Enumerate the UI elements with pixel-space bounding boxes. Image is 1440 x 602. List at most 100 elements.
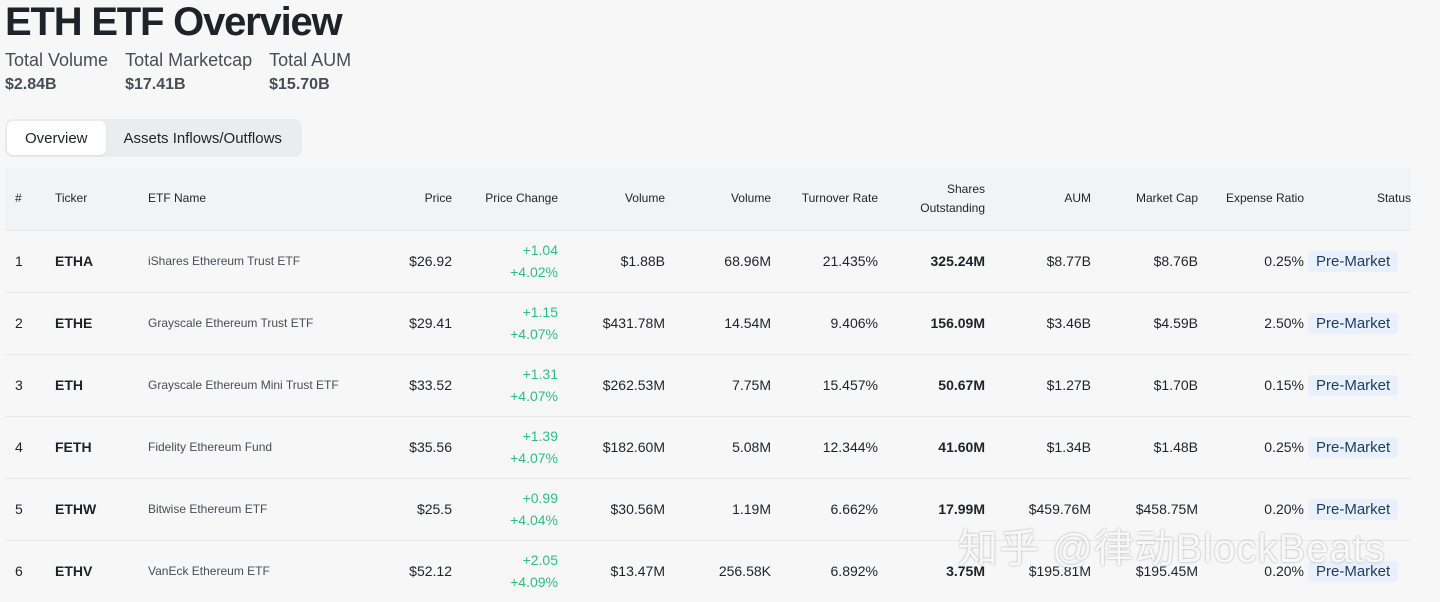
table-row[interactable]: 5 ETHW Bitwise Ethereum ETF $25.5 +0.99 … [5,478,1411,540]
col-header-volume-shares[interactable]: Volume [730,191,771,206]
cell-ticker[interactable]: ETHV [55,563,93,580]
cell-price-change: +1.31 +4.07% [452,354,558,416]
cell-shares-outstanding: 50.67M [938,377,985,393]
tab-overview[interactable]: Overview [7,121,106,155]
cell-shares-outstanding: 17.99M [938,501,985,517]
cell-volume-usd: $431.78M [602,315,665,331]
cell-price: $26.92 [409,253,452,269]
cell-price: $25.5 [416,501,452,517]
cell-price-change: +1.39 +4.07% [452,416,558,478]
col-header-turnover-rate[interactable]: Turnover Rate [801,191,878,206]
cell-turnover-rate: 6.662% [830,501,878,517]
col-header-shares-outstanding[interactable]: Shares Outstanding [878,168,985,230]
cell-status: Pre-Market [1304,230,1411,292]
stat-value: $17.41B [125,76,186,93]
cell-ticker[interactable]: ETHA [55,253,94,269]
cell-ticker[interactable]: ETHE [55,315,93,331]
cell-etf-name: Grayscale Ethereum Mini Trust ETF [148,377,339,392]
cell-shares-outstanding: 325.24M [930,253,985,269]
etf-table: # Ticker ETF Name Price Price Change Vol… [5,168,1411,602]
cell-price-change: +1.15 +4.07% [452,292,558,354]
cell-shares-outstanding: 156.09M [930,315,985,331]
cell-market-cap: $458.75M [1135,501,1198,517]
cell-price-change: +1.04 +4.02% [452,230,558,292]
change-pct: +4.07% [510,326,558,342]
cell-price-change: +2.05 +4.09% [452,540,558,602]
cell-price: $33.52 [409,377,452,393]
cell-market-cap: $1.48B [1153,439,1198,455]
table-row[interactable]: 1 ETHA iShares Ethereum Trust ETF $26.92… [5,230,1411,292]
stat-label: Total Marketcap [125,50,253,70]
tab-assets-inflows-outflows[interactable]: Assets Inflows/Outflows [123,129,282,147]
page-title: ETH ETF Overview [5,0,343,44]
cell-price-change: +0.99 +4.04% [452,478,558,540]
col-header-status[interactable]: Status [1376,191,1411,206]
stat-total-volume: Total Volume $2.84B [5,48,108,96]
cell-volume-shares: 256.58K [718,563,771,580]
cell-turnover-rate: 21.435% [822,253,878,269]
table-row[interactable]: 6 ETHV VanEck Ethereum ETF $52.12 +2.05 … [5,540,1411,602]
cell-expense-ratio: 0.25% [1264,439,1304,455]
change-pct: +4.07% [510,450,558,466]
cell-etf-name: Bitwise Ethereum ETF [148,501,268,516]
cell-volume-usd: $13.47M [610,563,665,580]
cell-num: 3 [15,377,23,393]
status-badge: Pre-Market [1308,498,1399,520]
cell-volume-usd: $182.60M [602,439,665,455]
cell-turnover-rate: 15.457% [822,377,878,393]
col-header-price-change[interactable]: Price Change [485,191,558,206]
table-row[interactable]: 2 ETHE Grayscale Ethereum Trust ETF $29.… [5,292,1411,354]
cell-market-cap: $8.76B [1153,253,1198,269]
cell-expense-ratio: 2.50% [1264,315,1304,331]
cell-etf-name: iShares Ethereum Trust ETF [148,253,301,268]
cell-volume-usd: $30.56M [610,501,665,517]
col-header-etf-name[interactable]: ETF Name [148,191,207,206]
cell-ticker[interactable]: FETH [55,439,92,455]
col-header-num[interactable]: # [15,191,22,206]
col-header-shares-line1: Shares [946,181,985,196]
change-abs: +2.05 [522,552,558,569]
change-abs: +0.99 [522,490,558,506]
cell-market-cap: $4.59B [1153,315,1198,331]
cell-etf-name: VanEck Ethereum ETF [148,563,270,578]
cell-shares-outstanding: 41.60M [938,439,985,455]
cell-etf-name: Fidelity Ethereum Fund [148,439,273,454]
cell-ticker[interactable]: ETHW [55,501,97,517]
status-badge: Pre-Market [1308,250,1399,272]
change-pct: +4.04% [510,512,558,528]
cell-volume-usd: $262.53M [602,377,665,393]
summary-stats: Total Volume $2.84B Total Marketcap $17.… [5,48,368,96]
col-header-shares-line2: Outstanding [920,200,985,215]
stat-value: $2.84B [5,76,57,93]
cell-price: $52.12 [409,563,452,580]
status-badge: Pre-Market [1308,436,1399,458]
change-abs: +1.15 [522,304,558,320]
col-header-price[interactable]: Price [424,191,452,206]
cell-market-cap: $195.45M [1135,563,1198,580]
col-header-volume-usd[interactable]: Volume [624,191,665,206]
cell-ticker[interactable]: ETH [55,377,83,393]
cell-expense-ratio: 0.20% [1264,501,1304,517]
change-abs: +1.31 [522,366,558,382]
col-header-expense-ratio[interactable]: Expense Ratio [1225,191,1304,206]
status-badge: Pre-Market [1308,312,1399,334]
cell-aum: $1.34B [1046,439,1091,455]
cell-turnover-rate: 9.406% [830,315,878,331]
table-row[interactable]: 4 FETH Fidelity Ethereum Fund $35.56 +1.… [5,416,1411,478]
col-header-aum[interactable]: AUM [1064,191,1091,206]
table-header-row: # Ticker ETF Name Price Price Change Vol… [5,168,1411,230]
status-badge: Pre-Market [1308,374,1399,396]
cell-num: 2 [15,315,23,331]
table-row[interactable]: 3 ETH Grayscale Ethereum Mini Trust ETF … [5,354,1411,416]
cell-market-cap: $1.70B [1153,377,1198,393]
col-header-market-cap[interactable]: Market Cap [1135,191,1198,206]
stat-total-marketcap: Total Marketcap $17.41B [125,48,252,96]
stat-label: Total Volume [5,50,109,70]
cell-turnover-rate: 6.892% [830,563,878,580]
cell-expense-ratio: 0.25% [1264,253,1304,269]
change-abs: +1.04 [522,242,558,258]
change-pct: +4.07% [510,388,558,404]
cell-aum: $459.76M [1028,501,1091,517]
col-header-ticker[interactable]: Ticker [55,191,88,206]
change-pct: +4.02% [510,264,558,280]
